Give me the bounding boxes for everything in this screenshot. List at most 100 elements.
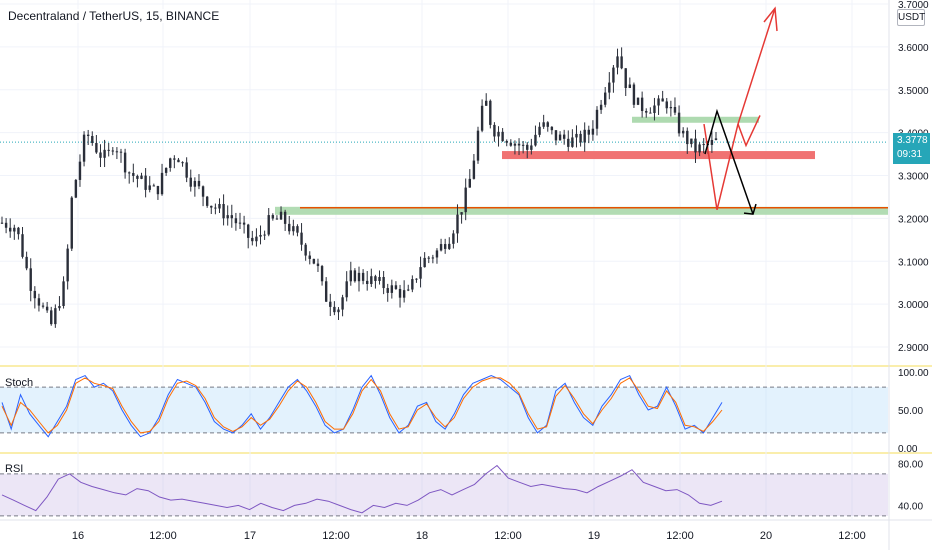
candle-body: [91, 136, 94, 143]
candle-body: [472, 160, 476, 179]
candle-body: [58, 305, 61, 309]
candle-body: [407, 289, 410, 291]
candle-body: [681, 130, 685, 134]
candle-body: [304, 244, 307, 256]
x-tick-label: 17: [244, 530, 256, 542]
stoch-label[interactable]: Stoch: [5, 377, 34, 389]
x-tick-label: 12:00: [494, 530, 522, 542]
indicator-lines: [1, 374, 723, 514]
candle-body: [222, 204, 225, 219]
x-tick-label: 20: [760, 530, 772, 542]
candle-body: [386, 288, 389, 293]
candle-body: [333, 306, 336, 313]
candle-body: [579, 133, 582, 143]
rsi-series-line: [1, 464, 723, 514]
candle-body: [29, 268, 32, 291]
candle-body: [370, 276, 373, 285]
candle-body: [144, 175, 147, 190]
candle-body: [419, 267, 422, 279]
drawing-zones[interactable]: [275, 116, 888, 215]
candle-body: [562, 134, 566, 139]
candle-body: [25, 256, 28, 269]
candle-body: [119, 151, 123, 153]
candle-body: [45, 306, 49, 311]
bearish-scenario-arrow[interactable]: [704, 108, 754, 215]
candle-body: [205, 196, 209, 206]
rsi-label[interactable]: RSI: [5, 463, 24, 475]
candle-body: [0, 222, 4, 224]
candle-body: [489, 100, 492, 125]
candle-body: [669, 107, 673, 109]
candle-body: [497, 131, 500, 137]
candle-body: [624, 68, 627, 89]
candle-body: [378, 276, 381, 281]
candle-body: [554, 130, 558, 141]
candle-body: [661, 98, 664, 102]
candle-body: [357, 272, 361, 282]
candle-body: [238, 222, 242, 224]
candle-body: [312, 258, 316, 264]
candle-body: [259, 234, 262, 237]
candle-body: [394, 285, 398, 289]
candle-body: [632, 84, 636, 105]
candle-body: [501, 131, 504, 142]
candle-body: [480, 105, 484, 131]
candle-body: [468, 178, 471, 188]
candle-body: [128, 172, 131, 174]
candle-body: [587, 129, 590, 135]
resistance-zone[interactable]: [502, 151, 815, 160]
candle-body: [13, 227, 16, 232]
candle-body: [132, 173, 135, 176]
candle-body: [665, 101, 668, 109]
x-tick-label: 12:00: [149, 530, 177, 542]
candle-body: [513, 143, 517, 146]
bullish-scenario-arrow[interactable]: [703, 8, 776, 210]
currency-badge[interactable]: USDT: [897, 9, 925, 26]
candle-body: [558, 134, 562, 141]
candle-body: [185, 162, 188, 178]
countdown-timer: 09:31: [897, 149, 923, 160]
candle-body: [435, 250, 439, 258]
candle-body: [148, 185, 151, 190]
arrow-head-icon[interactable]: [743, 203, 757, 215]
stoch-tick-label: 50.00: [898, 406, 923, 417]
candle-body: [263, 234, 266, 236]
rsi-tick-label: 80.00: [898, 459, 923, 470]
upper-zone[interactable]: [632, 116, 759, 123]
stoch-tick-label: 0.00: [898, 444, 918, 455]
symbol-title[interactable]: Decentraland / TetherUS, 15, BINANCE: [6, 9, 222, 23]
candle-body: [230, 215, 233, 219]
candle-body: [390, 285, 394, 293]
candle-body: [431, 257, 435, 259]
arrow-head-icon[interactable]: [763, 6, 778, 32]
stoch-tick-label: 100.00: [898, 368, 929, 379]
candle-body: [95, 142, 98, 153]
candle-body: [107, 149, 110, 151]
candle-body: [62, 281, 65, 306]
candle-body: [538, 126, 541, 135]
candle-body: [33, 290, 37, 299]
candle-body: [255, 236, 258, 242]
stoch-series-line: [1, 374, 723, 438]
support-zone[interactable]: [275, 206, 888, 215]
candle-body: [214, 207, 217, 209]
candle-body: [645, 111, 648, 113]
candle-body: [99, 152, 102, 158]
candle-body: [382, 276, 385, 289]
candle-body: [411, 279, 414, 290]
candle-body: [628, 84, 632, 89]
candle-body: [78, 161, 82, 180]
candle-body: [493, 124, 496, 137]
candle-body: [21, 234, 24, 257]
candle-body: [296, 226, 299, 233]
candle-body: [616, 56, 619, 68]
candle-body: [247, 224, 250, 238]
candle-body: [4, 222, 8, 228]
drawing-arrows[interactable]: [703, 6, 778, 215]
bullish-scenario-arrow[interactable]: [737, 115, 761, 148]
candle-body: [160, 172, 164, 195]
candle-body: [714, 138, 718, 140]
last-price-value: 3.3778: [897, 135, 928, 146]
